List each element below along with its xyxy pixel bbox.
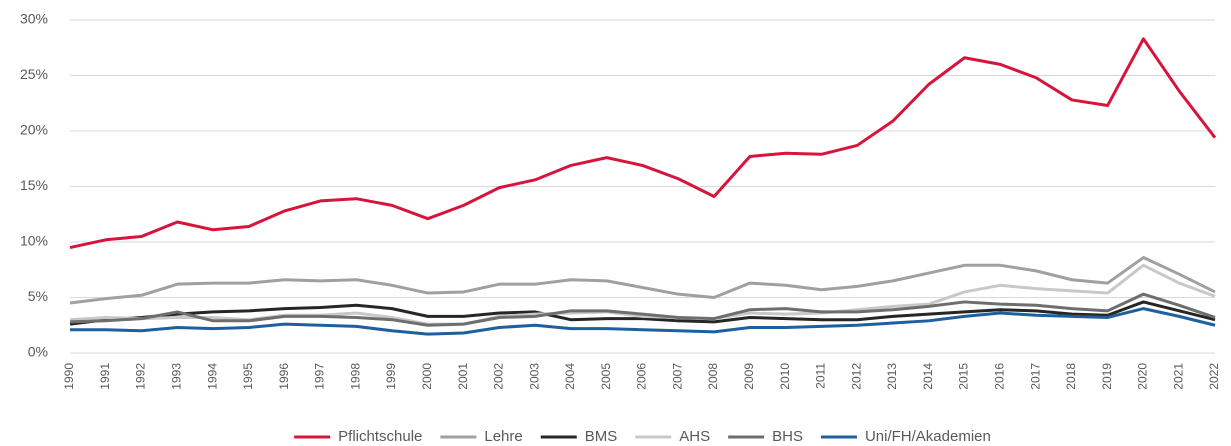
legend-label: AHS: [679, 428, 710, 445]
line-series: [69, 300, 1216, 326]
x-tick-label: 1992: [134, 363, 148, 390]
x-tick-label: 2021: [1171, 363, 1185, 390]
x-tick-label: 2016: [992, 363, 1006, 390]
y-tick-label: 0%: [28, 344, 48, 360]
y-tick-label: 5%: [28, 288, 48, 304]
x-tick-label: 1993: [170, 363, 184, 390]
legend-label: Lehre: [484, 428, 522, 445]
x-tick-label: 2022: [1207, 363, 1221, 390]
x-tick-label: 2013: [885, 363, 899, 390]
x-tick-label: 2004: [563, 363, 577, 390]
x-tick-label: 2020: [1136, 363, 1150, 390]
x-tick-label: 2010: [778, 363, 792, 390]
legend-label: Pflichtschule: [338, 428, 422, 445]
x-tick-label: 2017: [1028, 363, 1042, 390]
x-tick-label: 2000: [420, 363, 434, 390]
line-series: [70, 307, 1216, 336]
line-series: [69, 37, 1217, 250]
y-tick-label: 10%: [20, 233, 48, 249]
legend-label: BHS: [772, 428, 803, 445]
x-tick-label: 2015: [957, 363, 971, 390]
x-tick-label: 1997: [313, 363, 327, 390]
x-tick-label: 2011: [814, 363, 828, 389]
line-series: [69, 292, 1216, 327]
x-tick-label: 1996: [277, 363, 291, 390]
x-tick-label: 1994: [205, 363, 219, 390]
y-tick-label: 15%: [20, 177, 48, 193]
legend-label: Uni/FH/Akademien: [865, 428, 991, 445]
x-tick-label: 2008: [706, 363, 720, 390]
x-tick-label: 1995: [241, 363, 255, 390]
x-tick-label: 1990: [62, 363, 76, 390]
y-tick-label: 20%: [20, 122, 48, 138]
x-tick-label: 2001: [456, 363, 470, 390]
x-tick-label: 1999: [384, 363, 398, 390]
x-tick-label: 2005: [599, 363, 613, 390]
x-tick-label: 2002: [492, 363, 506, 390]
x-tick-label: 2012: [849, 363, 863, 390]
x-tick-label: 2006: [635, 363, 649, 390]
y-tick-label: 25%: [20, 66, 48, 82]
x-tick-label: 1998: [348, 363, 362, 390]
x-tick-label: 1991: [98, 363, 112, 390]
x-tick-label: 2018: [1064, 363, 1078, 390]
line-series: [69, 256, 1216, 305]
legend-label: BMS: [585, 428, 618, 445]
x-tick-label: 2014: [921, 363, 935, 390]
x-tick-label: 2007: [670, 363, 684, 390]
x-tick-label: 2003: [527, 363, 541, 390]
x-tick-label: 2019: [1100, 363, 1114, 390]
x-tick-label: 2009: [742, 363, 756, 390]
y-tick-label: 30%: [20, 11, 48, 27]
